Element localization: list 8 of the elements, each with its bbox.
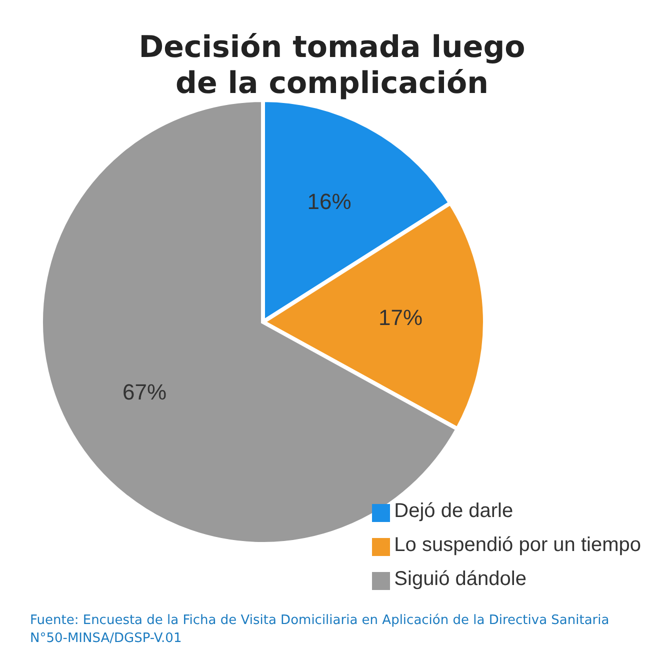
data-label: 17%	[378, 305, 423, 330]
chart-title: Decisión tomada luego de la complicación	[138, 29, 526, 102]
data-label: 67%	[122, 380, 167, 405]
data-label: 16%	[307, 188, 352, 214]
legend-label: Siguió dándole	[394, 568, 526, 590]
source-note: Fuente: Encuesta de la Ficha de Visita Domiciliaria en Aplicación de la Directiva Sanitaria N°50-MINSA/DGSP-V.01	[29, 612, 610, 648]
legend-label: Lo suspendió por un tiempo	[394, 534, 641, 556]
legend-label: Dejó de darle	[394, 500, 514, 522]
